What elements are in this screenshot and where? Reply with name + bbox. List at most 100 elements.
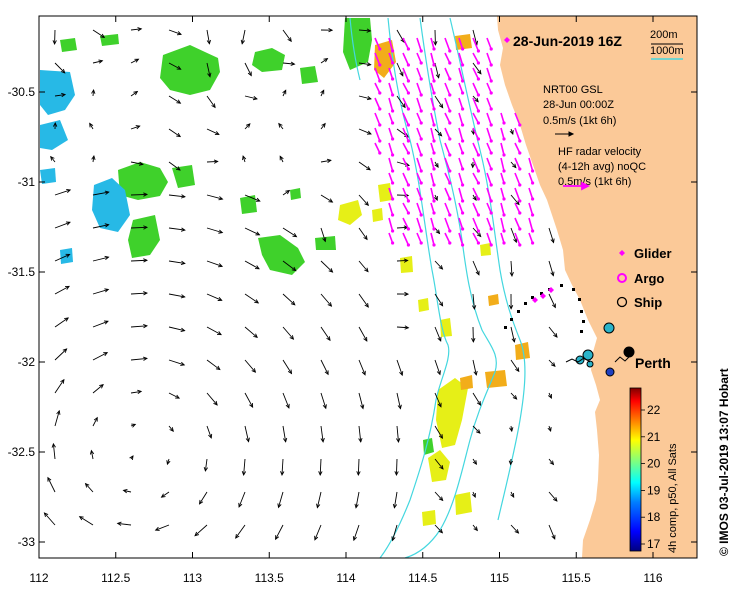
current-arrow: [130, 193, 148, 196]
current-arrow-head: [437, 402, 442, 408]
hf-arrow: [500, 127, 505, 140]
current-arrow-head: [207, 72, 212, 78]
current-arrow-head: [473, 526, 478, 532]
current-arrow: [206, 95, 216, 108]
x-tick-label: 115.5: [562, 571, 591, 585]
plot-frame: [38, 15, 698, 559]
current-arrow: [358, 128, 372, 135]
current-arrow: [206, 128, 220, 135]
hf-arrow-head: [476, 241, 480, 245]
y-tick-label: -31.5: [8, 265, 36, 279]
current-arrow-head: [280, 471, 285, 477]
current-arrow-head: [218, 229, 224, 234]
hf-arrow-head: [391, 229, 395, 233]
hf-arrow-head: [476, 93, 480, 97]
current-arrow: [396, 95, 406, 108]
current-arrow: [130, 58, 139, 64]
hf-arrow: [500, 187, 505, 200]
current-arrow-head: [550, 238, 555, 244]
current-arrow-head: [104, 190, 110, 195]
hf-arrow-head: [502, 197, 506, 201]
current-arrow: [206, 161, 218, 163]
current-arrow-head: [324, 370, 329, 376]
current-arrow: [358, 29, 371, 32]
current-arrow: [130, 125, 140, 130]
hf-arrow-head: [432, 243, 436, 247]
x-tick-label: 114.5: [408, 571, 437, 585]
current-arrow-head: [391, 536, 396, 542]
current-arrow: [54, 317, 69, 328]
current-arrow-head: [433, 195, 438, 201]
legend-ship-label: Ship: [634, 295, 662, 310]
hf-arrow-head: [518, 227, 522, 231]
hf-arrow-head: [502, 153, 506, 157]
current-arrow: [206, 260, 223, 267]
current-arrow-head: [176, 31, 182, 36]
current-arrow-head: [143, 258, 149, 263]
current-arrow-head: [52, 40, 57, 46]
hf-arrow-head: [461, 139, 465, 143]
hf-arrow: [388, 172, 394, 184]
hf-arrow: [458, 202, 464, 214]
current-arrow: [206, 392, 218, 406]
hf-arrow: [444, 187, 451, 200]
current-arrow-head: [65, 253, 71, 258]
current-arrow: [358, 260, 369, 272]
current-arrow: [434, 524, 443, 534]
current-arrow-head: [213, 400, 218, 406]
current-arrow-head: [252, 96, 258, 101]
hf-arrow: [528, 202, 534, 216]
current-arrow-head: [91, 88, 96, 94]
current-arrow: [168, 293, 185, 298]
current-arrow-head: [43, 512, 49, 517]
colorbar-tick-label: 19: [647, 483, 661, 497]
hf-arrow-head: [502, 169, 506, 173]
current-arrow-head: [249, 403, 254, 408]
hf-arrow-head: [391, 109, 395, 113]
current-arrow-head: [438, 265, 444, 270]
hf-arrow: [416, 217, 422, 232]
current-arrow-head: [292, 233, 298, 238]
current-arrow-head: [289, 335, 295, 340]
hf-arrow-head: [461, 151, 465, 155]
hf-arrow: [472, 67, 480, 80]
hf-arrow-head: [406, 199, 410, 203]
current-arrow-head: [434, 163, 439, 168]
hf-arrow-head: [432, 211, 436, 215]
ship-icon: [616, 296, 628, 308]
hf-arrow: [458, 112, 464, 126]
current-arrow-head: [175, 394, 181, 399]
current-arrow-head: [316, 503, 321, 509]
current-arrow-head: [137, 27, 143, 32]
hf-arrow-head: [419, 137, 423, 141]
current-arrow: [396, 392, 401, 409]
hf-arrow-head: [448, 169, 452, 173]
hf-arrow: [430, 112, 435, 126]
date-label: 28-Jun-2019 16Z: [513, 33, 622, 49]
hf-arrow: [416, 97, 422, 112]
current-arrow: [358, 62, 371, 66]
current-arrow-head: [255, 231, 261, 236]
hf-arrow: [444, 217, 451, 232]
current-arrow: [282, 29, 292, 42]
hf-arrow-head: [461, 123, 465, 127]
current-arrow-head: [438, 301, 444, 307]
hf-arrow: [486, 67, 492, 82]
hf-arrow: [458, 172, 464, 186]
hf-arrow: [528, 232, 534, 244]
hf-arrow: [472, 112, 480, 124]
y-axis: -30.5 -31 -31.5 -32 -32.5 -33: [8, 85, 697, 549]
hf-arrow: [388, 52, 394, 64]
current-arrow-head: [396, 438, 401, 443]
hf-arrow: [402, 82, 410, 94]
hf-arrow-head: [391, 121, 395, 125]
current-arrow-head: [176, 65, 182, 70]
current-arrow-head: [364, 201, 370, 207]
current-arrow-head: [401, 103, 406, 109]
current-arrow-head: [253, 333, 258, 339]
current-arrow-head: [134, 58, 140, 63]
current-arrow-head: [471, 492, 476, 498]
hf-arrow: [472, 127, 480, 140]
current-arrow-head: [138, 161, 144, 166]
current-arrow: [130, 28, 142, 31]
